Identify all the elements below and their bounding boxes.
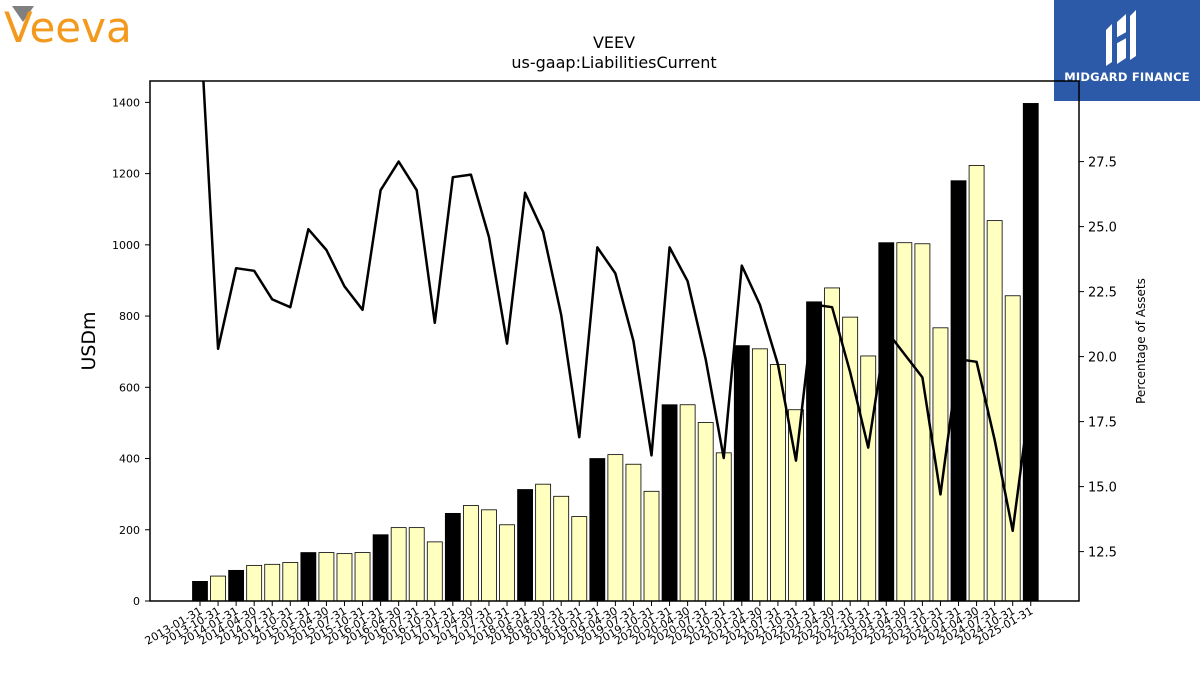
- bar-2016-04-30: [390, 527, 407, 602]
- bar-2025-01-31: [1022, 103, 1039, 602]
- y-axis-label: USDm: [78, 311, 100, 370]
- chart-subtitle: us-gaap:LiabilitiesCurrent: [511, 53, 716, 72]
- y2-tick-label: 25.0: [1088, 221, 1117, 236]
- bar-2017-07-31: [481, 509, 497, 602]
- axes-layer: 0 200 400 600 800 1000 1200 1400 12.5 15.0 17.5 20.…: [112, 80, 1117, 648]
- y2-tick-label: 12.5: [1088, 546, 1117, 561]
- y-tick-label: 600: [119, 381, 140, 394]
- y2-axis-label: Percentage of Assets: [1134, 278, 1148, 404]
- midgard-logo-text: MIDGARD FINANCE: [1064, 70, 1190, 84]
- plot-frame: [149, 80, 1080, 602]
- veeva-logo-text: Veeva: [4, 4, 132, 46]
- midgard-finance-logo: MIDGARD FINANCE: [1054, 0, 1200, 101]
- bar-2019-10-31: [643, 490, 660, 602]
- bar-2016-10-31: [426, 541, 443, 602]
- y-tick-label: 200: [119, 524, 140, 537]
- y-tick-label: 1200: [112, 168, 140, 181]
- bar-2019-07-31: [625, 463, 642, 602]
- bar-2020-01-31: [661, 404, 678, 602]
- bar-2015-07-31: [336, 553, 353, 602]
- bar-2016-07-31: [408, 527, 425, 602]
- bar-2022-04-30: [824, 287, 840, 602]
- y2-tick-label: 20.0: [1088, 351, 1117, 366]
- bar-2013-01-31: [192, 581, 208, 602]
- chart-title: VEEV: [593, 33, 635, 52]
- y-tick-label: 400: [119, 453, 140, 466]
- y2-tick-label: 27.5: [1088, 156, 1117, 171]
- bar-2018-01-31: [517, 489, 533, 602]
- bar-2016-01-31: [372, 534, 389, 602]
- bar-2019-01-31: [589, 458, 606, 602]
- bar-2020-07-31: [697, 422, 714, 602]
- bar-2014-04-30: [246, 564, 263, 602]
- bar-2017-10-31: [499, 524, 515, 602]
- veeva-logo: Veeva: [4, 3, 174, 52]
- line-layer: [202, 81, 1032, 533]
- bar-2021-01-31: [733, 345, 750, 602]
- y-tick-label: 1000: [112, 239, 140, 252]
- bar-2014-10-31: [282, 562, 299, 602]
- bars-layer: [192, 103, 1039, 602]
- bar-2018-10-31: [571, 516, 588, 602]
- logo-triangle: [12, 6, 34, 22]
- y2-tick-label: 17.5: [1088, 416, 1117, 431]
- y-tick-label: 800: [119, 310, 140, 323]
- y2-tick-label: 22.5: [1088, 286, 1117, 301]
- bar-2023-07-31: [914, 243, 931, 602]
- bar-2015-01-31: [300, 552, 317, 602]
- bar-2014-01-31: [228, 569, 245, 602]
- bar-2021-07-31: [770, 364, 786, 602]
- bar-2023-01-31: [878, 242, 895, 602]
- bar-2022-07-31: [842, 316, 859, 602]
- y-tick-label: 1400: [112, 96, 140, 109]
- midgard-emblem-icon: [1106, 10, 1136, 66]
- bar-2017-04-30: [462, 505, 479, 602]
- bar-2013-10-31: [210, 575, 226, 602]
- y-tick-label: 0: [133, 595, 140, 608]
- bar-2024-07-31: [986, 220, 1003, 602]
- veeva-logo-graphic: Veeva: [4, 3, 132, 52]
- bar-2018-07-31: [553, 495, 570, 602]
- bar-2021-04-30: [751, 348, 768, 602]
- bar-2019-04-30: [607, 454, 624, 602]
- bar-2023-04-30: [896, 242, 913, 602]
- y2-tick-label: 15.0: [1088, 481, 1117, 496]
- bar-2014-07-31: [264, 563, 281, 602]
- bar-2015-10-31: [354, 552, 371, 602]
- bar-2022-10-31: [860, 355, 877, 602]
- percentage-line: [202, 81, 1032, 533]
- bar-2018-04-30: [535, 483, 552, 602]
- bar-2020-04-30: [679, 404, 696, 602]
- bar-2024-10-31: [1004, 295, 1021, 602]
- bar-2015-04-30: [318, 552, 335, 602]
- bar-2020-10-31: [715, 452, 732, 602]
- bar-2017-01-31: [444, 512, 461, 602]
